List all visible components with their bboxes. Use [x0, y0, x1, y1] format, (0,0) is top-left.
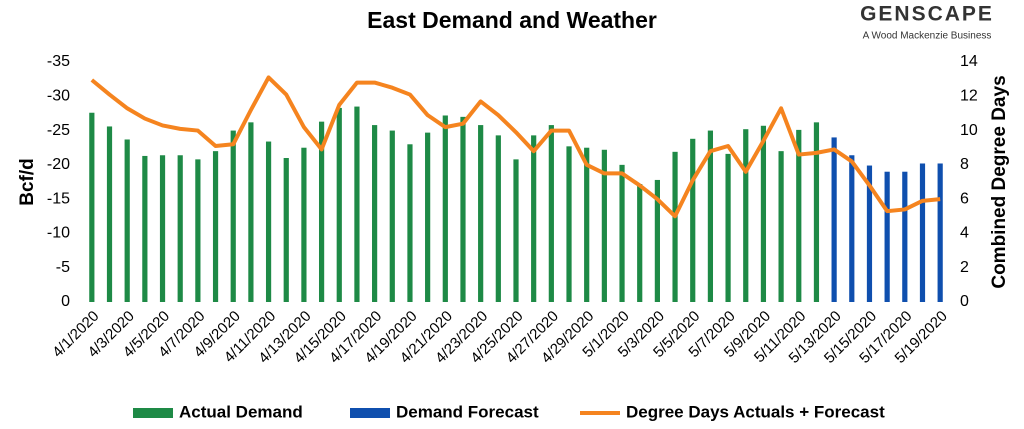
- bar: [548, 125, 554, 302]
- y-tick-label: -35: [47, 53, 70, 70]
- bar: [831, 137, 837, 302]
- bar: [124, 139, 130, 302]
- bar: [177, 155, 183, 302]
- bar: [707, 130, 714, 302]
- bar: [283, 158, 289, 302]
- bar: [760, 125, 767, 303]
- bar: [690, 138, 696, 302]
- bar: [919, 163, 926, 302]
- y-tick-label: -5: [56, 259, 70, 276]
- bar: [796, 129, 802, 302]
- y2-tick-label: 8: [960, 156, 969, 173]
- y2-tick-label: 12: [960, 88, 978, 105]
- chart-title: East Demand and Weather: [367, 7, 657, 33]
- bar: [212, 151, 219, 302]
- legend-label: Demand Forecast: [396, 402, 539, 421]
- bar: [230, 130, 236, 302]
- bar: [813, 122, 820, 302]
- logo-tagline: A Wood Mackenzie Business: [863, 31, 992, 42]
- y-tick-label: -20: [47, 156, 70, 173]
- y-axis-title: Bcf/d: [17, 158, 38, 206]
- bar: [142, 155, 148, 302]
- bar: [89, 112, 95, 302]
- bar: [849, 155, 855, 302]
- y2-axis-title: Combined Degree Days: [989, 75, 1010, 288]
- legend-label: Degree Days Actuals + Forecast: [626, 402, 885, 421]
- bar: [531, 135, 537, 302]
- legend-swatch: [133, 408, 173, 418]
- bar: [442, 115, 448, 302]
- y-tick-label: -15: [47, 190, 70, 207]
- bar: [637, 184, 643, 302]
- bar: [195, 159, 201, 302]
- bar: [619, 164, 625, 302]
- bar: [866, 165, 873, 302]
- bar: [372, 125, 378, 302]
- bar: [159, 155, 166, 302]
- bar: [654, 179, 660, 302]
- y2-tick-label: 4: [960, 225, 969, 242]
- y2-tick-label: 10: [960, 122, 978, 139]
- bar: [743, 129, 749, 302]
- bar: [318, 121, 325, 303]
- bar: [336, 107, 342, 302]
- y2-tick-label: 0: [960, 293, 969, 310]
- bar: [584, 147, 590, 302]
- bar: [407, 144, 413, 302]
- bar: [672, 151, 678, 302]
- logo-name: GENSCAPE: [860, 3, 994, 26]
- bar: [884, 171, 890, 302]
- bar: [778, 151, 784, 302]
- bar: [106, 126, 113, 302]
- bar: [301, 147, 307, 302]
- y2-tick-label: 14: [960, 53, 978, 70]
- y-tick-label: -25: [47, 122, 70, 139]
- bar: [248, 122, 254, 302]
- bar: [566, 146, 572, 302]
- bar: [495, 135, 501, 302]
- legend-label: Actual Demand: [179, 402, 303, 421]
- bar: [937, 163, 943, 302]
- y-tick-label: -10: [47, 225, 70, 242]
- bar: [354, 106, 360, 302]
- bar: [460, 116, 466, 302]
- y-tick-label: -30: [47, 88, 70, 105]
- bar: [425, 132, 431, 302]
- bar: [389, 130, 395, 302]
- bar: [513, 159, 519, 302]
- y2-tick-label: 6: [960, 190, 969, 207]
- bar: [478, 125, 484, 302]
- bar: [902, 171, 908, 302]
- y-tick-label: 0: [61, 293, 70, 310]
- bar: [265, 141, 272, 302]
- bar: [725, 153, 731, 302]
- legend-swatch: [350, 408, 390, 418]
- degree-days-line: [90, 75, 941, 219]
- bar: [601, 149, 607, 302]
- y2-tick-label: 2: [960, 259, 969, 276]
